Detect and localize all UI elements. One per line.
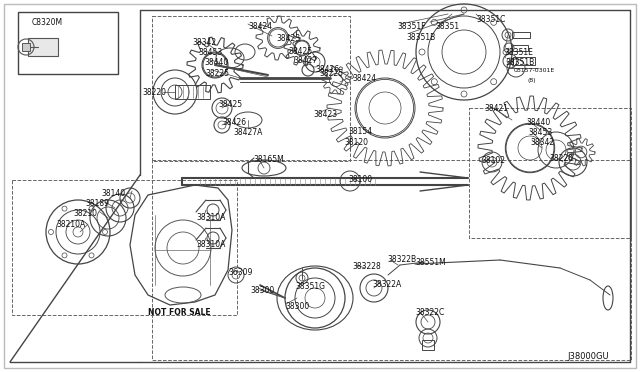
Text: 38310A: 38310A — [196, 213, 225, 222]
Bar — [512, 45, 528, 51]
Text: 38551M: 38551M — [415, 258, 445, 267]
Text: 08157-0301E: 08157-0301E — [514, 68, 556, 73]
Text: 38210A: 38210A — [56, 220, 85, 229]
Text: 38225: 38225 — [205, 69, 229, 78]
Bar — [513, 57, 535, 65]
Text: 38322A: 38322A — [372, 280, 401, 289]
Text: 38423: 38423 — [276, 34, 300, 43]
Text: 38154: 38154 — [348, 127, 372, 136]
Text: 38421: 38421 — [484, 104, 508, 113]
Text: 38310A: 38310A — [196, 240, 225, 249]
Text: 38322C: 38322C — [415, 308, 444, 317]
Text: 38342: 38342 — [192, 38, 216, 47]
Bar — [469, 108, 631, 238]
Text: C8320M: C8320M — [32, 18, 63, 27]
Text: 38351G: 38351G — [295, 282, 325, 291]
Text: 38426: 38426 — [315, 65, 339, 74]
Text: NOT FOR SALE: NOT FOR SALE — [148, 308, 211, 317]
Text: 38426: 38426 — [222, 118, 246, 127]
Text: 38342: 38342 — [530, 138, 554, 147]
Text: 38220: 38220 — [549, 154, 573, 163]
Bar — [28, 38, 58, 56]
Text: 38300: 38300 — [285, 302, 309, 311]
Text: 38351C: 38351C — [476, 15, 506, 24]
Text: 38322B: 38322B — [387, 255, 416, 264]
Text: 38165M: 38165M — [253, 155, 284, 164]
Bar — [12, 180, 237, 315]
Text: 38423: 38423 — [313, 110, 337, 119]
Text: 38225: 38225 — [319, 69, 343, 78]
Bar — [512, 32, 530, 38]
Text: 38300: 38300 — [250, 286, 275, 295]
Text: 38440: 38440 — [204, 58, 228, 67]
Text: 38140: 38140 — [101, 189, 125, 198]
Text: J38000GU: J38000GU — [567, 352, 609, 361]
Text: 38424: 38424 — [352, 74, 376, 83]
Text: 38453: 38453 — [528, 128, 552, 137]
Bar — [18, 12, 118, 74]
Text: (8): (8) — [528, 78, 536, 83]
Bar — [22, 43, 30, 51]
Text: 38351E: 38351E — [504, 48, 533, 57]
Text: 38351B: 38351B — [406, 33, 435, 42]
Text: 38453: 38453 — [198, 48, 222, 57]
Text: 383228: 383228 — [352, 262, 381, 271]
Bar — [152, 160, 631, 360]
Text: 38120: 38120 — [344, 138, 368, 147]
Text: 38424: 38424 — [248, 22, 272, 31]
Bar — [422, 340, 434, 350]
Text: 38351B: 38351B — [505, 58, 534, 67]
Text: 38351: 38351 — [435, 22, 459, 31]
Text: 38210: 38210 — [73, 209, 97, 218]
Text: 38189: 38189 — [85, 199, 109, 208]
Text: 38427: 38427 — [293, 56, 317, 65]
Text: 38427A: 38427A — [233, 128, 262, 137]
Bar — [152, 16, 350, 161]
Text: 38100: 38100 — [348, 175, 372, 184]
Bar — [175, 85, 210, 99]
Text: 38220: 38220 — [142, 88, 166, 97]
Text: 38425: 38425 — [288, 47, 312, 56]
Text: 38425: 38425 — [218, 100, 242, 109]
Text: 38351F: 38351F — [397, 22, 426, 31]
Text: 38102: 38102 — [481, 156, 505, 165]
Text: 36309: 36309 — [228, 268, 252, 277]
Text: 38440: 38440 — [526, 118, 550, 127]
